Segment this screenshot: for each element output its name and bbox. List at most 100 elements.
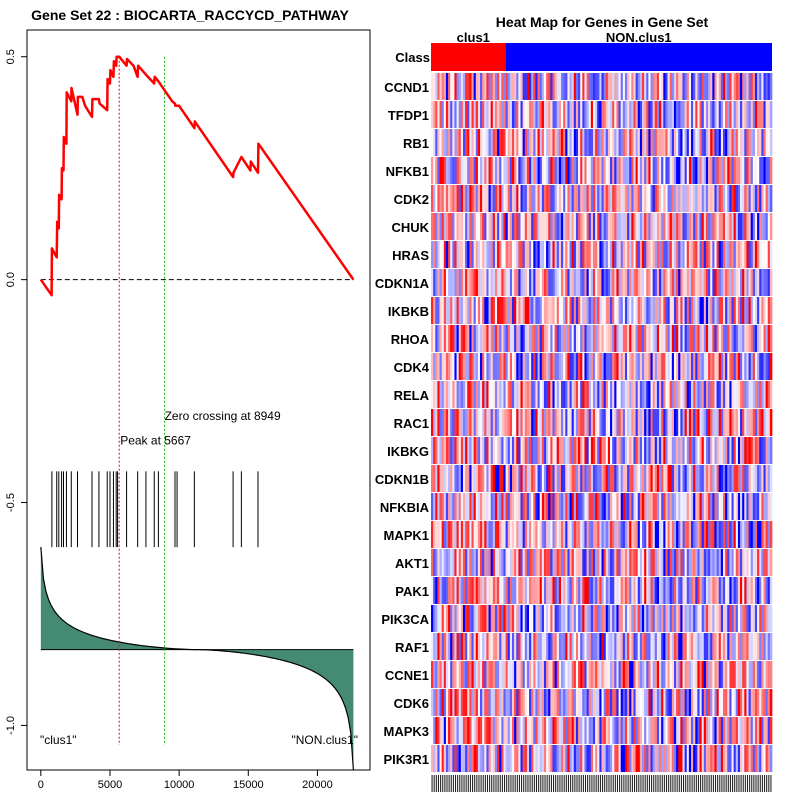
heat-cell (697, 325, 700, 352)
heat-cell (437, 73, 440, 100)
heat-cell (567, 577, 570, 604)
heat-cell (691, 297, 694, 324)
heat-cell (697, 269, 700, 296)
heat-cell (678, 241, 681, 268)
heat-cell (684, 381, 688, 408)
heat-cell (688, 521, 692, 548)
heat-cell (629, 297, 632, 324)
heat-cell (494, 577, 498, 604)
heat-cell (673, 661, 677, 688)
heat-cell (488, 73, 492, 100)
heat-cell (627, 269, 630, 296)
heat-cell (703, 269, 707, 296)
heat-cell (659, 465, 662, 492)
heat-cell (439, 577, 442, 604)
heat-cell (733, 213, 737, 240)
heat-cell (699, 521, 703, 548)
heat-cell (759, 101, 762, 128)
sample-label-mark (604, 775, 606, 792)
heat-cell (699, 325, 703, 352)
heat-cell (599, 605, 602, 632)
heat-cell (718, 745, 722, 772)
heat-cell (646, 549, 649, 576)
sample-label-mark (578, 775, 580, 792)
heat-cell (507, 353, 511, 380)
heat-cell (509, 521, 513, 548)
heat-cell (697, 521, 700, 548)
heat-cell (688, 577, 692, 604)
heat-cell (533, 325, 536, 352)
heat-cell (467, 549, 470, 576)
heat-cell (509, 269, 513, 296)
heat-cell (435, 577, 438, 604)
heat-cell (663, 633, 666, 660)
sample-label-mark (582, 775, 584, 792)
heat-cell (633, 493, 636, 520)
heat-cell (686, 241, 690, 268)
heat-cell (667, 353, 671, 380)
y-axis: -1.0-0.50.00.5 (5, 49, 27, 735)
heat-cell (757, 661, 760, 688)
heat-cell (441, 633, 445, 660)
heat-cell (516, 605, 519, 632)
heat-cell (475, 353, 479, 380)
sample-label-mark (655, 775, 657, 792)
heat-cell (620, 129, 624, 156)
heat-cell (535, 549, 538, 576)
heat-cell (492, 325, 496, 352)
heat-cell (569, 381, 573, 408)
heat-cell (601, 129, 604, 156)
heat-cell (471, 521, 474, 548)
heat-cell (443, 129, 447, 156)
heat-cell (433, 493, 436, 520)
heat-cell (727, 717, 730, 744)
heat-cell (754, 605, 758, 632)
heat-cell (550, 549, 553, 576)
heat-cell (509, 745, 513, 772)
heat-cell (652, 381, 656, 408)
heat-cell (614, 157, 617, 184)
heat-cell (573, 521, 577, 548)
heat-cell (624, 521, 628, 548)
heat-cell (714, 661, 717, 688)
heat-cell (448, 73, 451, 100)
heat-cell (693, 241, 696, 268)
sample-label-mark (691, 775, 693, 792)
heat-cell (469, 605, 472, 632)
heat-cell (437, 129, 440, 156)
heat-cell (720, 549, 724, 576)
heat-cell (627, 409, 630, 436)
heat-cell (686, 633, 690, 660)
heat-cell (678, 605, 681, 632)
heat-cell (503, 605, 506, 632)
heat-cell (629, 213, 632, 240)
heat-cell (729, 297, 732, 324)
heat-cell (571, 241, 575, 268)
heat-cell (627, 101, 630, 128)
heat-cell (759, 73, 762, 100)
heat-cell (580, 633, 583, 660)
heat-cell (497, 73, 500, 100)
heat-cell (458, 717, 462, 744)
heat-cell (469, 129, 472, 156)
heat-cell (716, 437, 720, 464)
heat-cell (710, 101, 713, 128)
heat-cell (714, 297, 717, 324)
heat-cell (731, 101, 734, 128)
heat-cell (720, 381, 724, 408)
heat-cell (610, 241, 613, 268)
heat-cell (627, 577, 630, 604)
heat-cell (622, 381, 626, 408)
heat-cell (607, 381, 611, 408)
heat-cell (737, 185, 741, 212)
heat-cell (450, 101, 453, 128)
heat-cell (671, 73, 675, 100)
sample-label-mark (435, 775, 437, 792)
heat-cell (558, 465, 562, 492)
heat-cell (629, 353, 632, 380)
heat-cell (705, 185, 709, 212)
heat-cell (558, 241, 562, 268)
heat-cell (669, 661, 673, 688)
heat-cell (537, 717, 541, 744)
heat-cell (518, 409, 521, 436)
